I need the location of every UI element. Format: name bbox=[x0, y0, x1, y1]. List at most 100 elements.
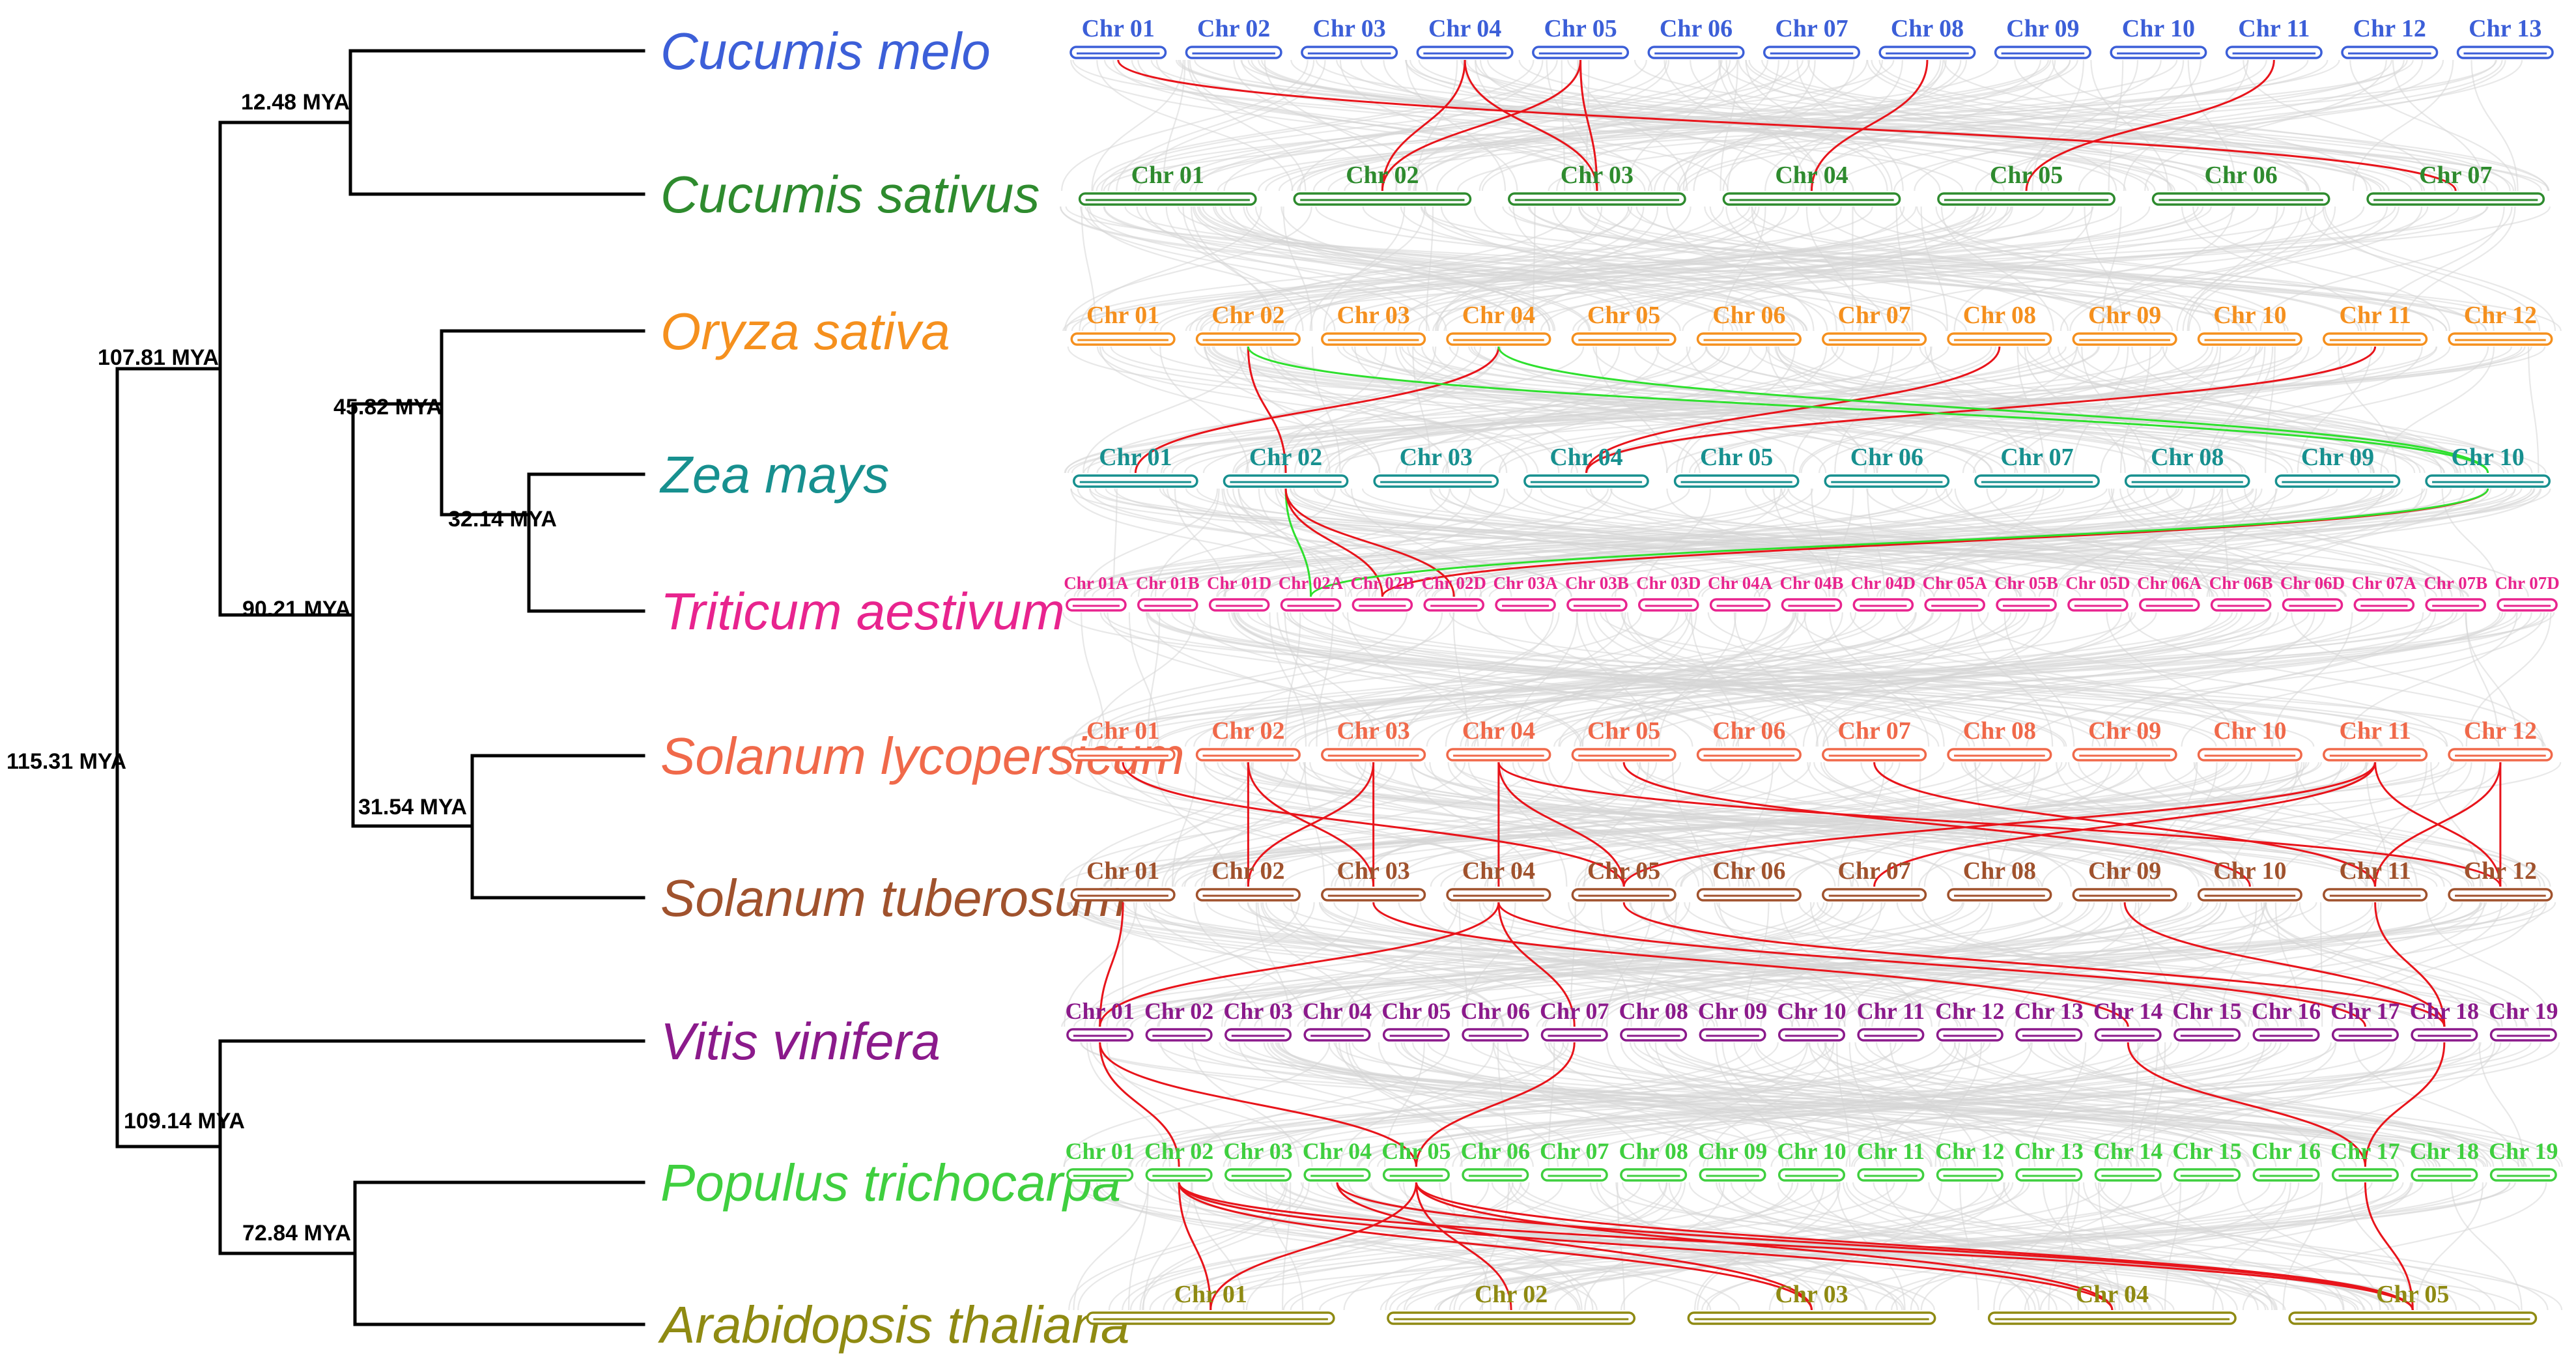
background-link bbox=[1502, 206, 2562, 332]
chromosome-label: Chr 05B bbox=[1994, 573, 2058, 593]
chromosome-label: Chr 07 bbox=[1540, 1138, 1609, 1164]
background-link bbox=[2259, 206, 2513, 332]
background-link bbox=[2196, 346, 2489, 474]
chromosome-label: Chr 08 bbox=[1619, 998, 1688, 1024]
background-link bbox=[1089, 488, 1572, 597]
background-link bbox=[1809, 59, 2056, 192]
background-link bbox=[1075, 762, 1253, 887]
chromosome-label: Chr 09 bbox=[2006, 15, 2079, 42]
chromosome-label: Chr 15 bbox=[2172, 1138, 2241, 1164]
background-link bbox=[1429, 488, 1690, 597]
species-label-triticum-aestivum: Triticum aestivum bbox=[660, 582, 1065, 640]
background-link bbox=[1118, 762, 1351, 887]
background-link bbox=[1497, 1042, 1510, 1167]
background-link bbox=[2056, 762, 2252, 887]
background-link bbox=[1345, 1042, 1463, 1167]
chromosome-label: Chr 01 bbox=[1066, 1138, 1135, 1164]
background-link bbox=[1806, 902, 2222, 1027]
chromosome-label: Chr 12 bbox=[1935, 998, 2004, 1024]
background-link bbox=[1189, 1042, 1450, 1167]
background-link bbox=[1129, 1182, 1563, 1311]
synteny-link bbox=[1099, 902, 1124, 1027]
background-link bbox=[1629, 1042, 2140, 1167]
background-link bbox=[1576, 59, 1688, 192]
background-link bbox=[2153, 762, 2218, 887]
background-link bbox=[1733, 1042, 1948, 1167]
chromosome-label: Chr 07 bbox=[2419, 162, 2492, 189]
chromosome-label: Chr 05 bbox=[1587, 857, 1660, 885]
chromosome-label: Chr 06 bbox=[1712, 302, 1785, 329]
background-link bbox=[1071, 206, 2045, 332]
background-link bbox=[1422, 902, 1828, 1027]
background-link bbox=[2416, 1182, 2484, 1311]
background-link bbox=[1473, 206, 1795, 332]
synteny-link bbox=[1497, 762, 1625, 887]
chromosome-label: Chr 11 bbox=[2340, 717, 2411, 745]
chromosome-track-triticum-aestivum: Chr 01A Chr 01B Chr 01D Chr 02A Chr 02B Chr 0… bbox=[1064, 573, 2560, 612]
chromosome-label: Chr 02A bbox=[1279, 573, 1344, 593]
chromosome-track-populus-trichocarpa: Chr 01 Chr 02 Chr 03 Chr 04 Chr 05 Chr 06 Chr … bbox=[1066, 1138, 2558, 1182]
chromosome-label: Chr 01 bbox=[1086, 717, 1159, 745]
chromosome-label: Chr 08 bbox=[1619, 1138, 1688, 1164]
background-link bbox=[2243, 488, 2462, 597]
background-link bbox=[1893, 59, 2523, 192]
background-link bbox=[1434, 488, 2516, 597]
background-link bbox=[1282, 902, 2446, 1027]
background-link bbox=[2108, 762, 2305, 887]
background-link bbox=[2147, 762, 2198, 887]
background-link bbox=[1512, 1042, 2390, 1167]
chromosome-label: Chr 03 bbox=[1337, 857, 1409, 885]
background-link bbox=[1277, 612, 1797, 747]
background-link bbox=[1258, 612, 2271, 747]
background-link bbox=[1409, 59, 1731, 192]
synteny-link bbox=[1381, 59, 1582, 192]
background-link bbox=[1248, 1042, 1985, 1167]
chromosome-label: Chr 18 bbox=[2410, 998, 2479, 1024]
species-label-vitis-vinifera: Vitis vinifera bbox=[660, 1012, 941, 1070]
chromosome-label: Chr 13 bbox=[2015, 1138, 2084, 1164]
synteny-link bbox=[1336, 1182, 1813, 1311]
background-link bbox=[1774, 346, 2151, 474]
background-link bbox=[1901, 488, 2115, 597]
background-link bbox=[1107, 59, 1647, 192]
background-link bbox=[1113, 612, 1942, 747]
background-link bbox=[1354, 346, 1560, 474]
chromosome-label: Chr 09 bbox=[1698, 998, 1767, 1024]
chromosome-label: Chr 18 bbox=[2410, 1138, 2479, 1164]
chromosome-label: Chr 08 bbox=[1891, 15, 1964, 42]
chromosome-label: Chr 03D bbox=[1636, 573, 1701, 593]
background-link bbox=[1449, 346, 2360, 474]
background-link bbox=[1972, 346, 2385, 474]
background-link bbox=[1473, 612, 2017, 747]
chromosome-label: Chr 07 bbox=[1775, 15, 1848, 42]
background-link bbox=[2119, 488, 2308, 597]
background-link bbox=[1088, 612, 1642, 747]
background-link bbox=[1393, 762, 1811, 887]
background-link bbox=[1203, 762, 1669, 887]
background-link bbox=[1073, 488, 1786, 597]
chromosome-label: Chr 06 bbox=[1461, 998, 1530, 1024]
background-link bbox=[1715, 1042, 1784, 1167]
background-link bbox=[1282, 1182, 1292, 1311]
background-link bbox=[2123, 59, 2249, 192]
background-link bbox=[1974, 762, 1992, 887]
chromosome-label: Chr 04 bbox=[1303, 998, 1372, 1024]
chromosome-label: Chr 07B bbox=[2424, 573, 2487, 593]
background-link bbox=[1333, 1042, 2487, 1167]
chromosome-label: Chr 11 bbox=[2340, 302, 2411, 329]
background-link bbox=[1453, 1182, 1668, 1311]
background-link bbox=[1524, 612, 1771, 747]
background-link bbox=[1064, 346, 2067, 474]
background-link bbox=[1399, 346, 1701, 474]
background-link bbox=[1110, 346, 2313, 474]
background-link bbox=[2170, 488, 2277, 597]
background-link bbox=[1794, 612, 2257, 747]
background-link bbox=[1185, 762, 1504, 887]
background-link bbox=[1454, 762, 2130, 887]
background-link bbox=[1279, 206, 2012, 332]
chromosome-label: Chr 03 bbox=[1561, 162, 1634, 189]
background-link bbox=[1308, 612, 2310, 747]
background-link bbox=[1068, 1182, 1286, 1311]
background-link bbox=[1831, 346, 2421, 474]
background-link bbox=[1986, 488, 2186, 597]
